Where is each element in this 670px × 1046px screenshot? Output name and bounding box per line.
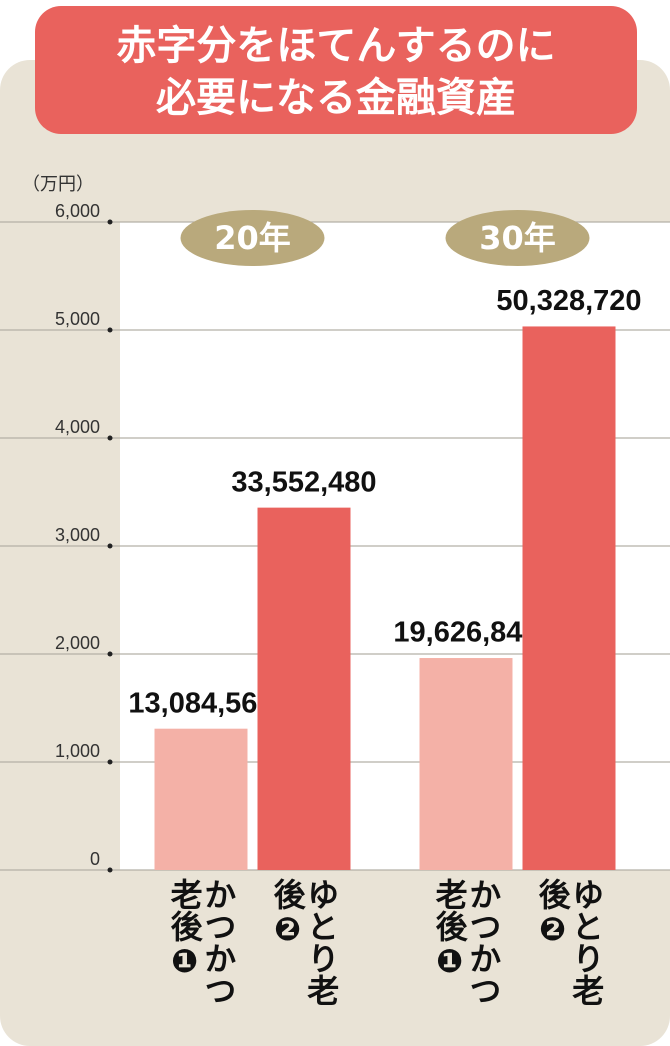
y-tick-label: 4,000	[55, 417, 100, 437]
value-label: 13,084,560	[128, 687, 273, 719]
bar	[154, 728, 248, 870]
value-label: 19,626,840	[393, 617, 538, 649]
bar	[419, 658, 513, 870]
value-label: 33,552,480	[231, 466, 376, 498]
tick-mark	[107, 219, 113, 225]
group-label: 20年	[214, 219, 291, 257]
tick-mark	[107, 543, 113, 549]
y-tick-label: 0	[90, 849, 100, 869]
tick-mark	[107, 435, 113, 441]
value-label: 50,328,720	[496, 285, 641, 317]
bar	[257, 507, 351, 870]
chart-title: 赤字分をほてんするのに	[116, 23, 555, 69]
x-tick-label: ゆとり老後❷	[268, 878, 341, 1006]
x-tick-label: かつかつ老後❶	[165, 878, 238, 1006]
group-badge	[445, 210, 590, 266]
chart-title: 必要になる金融資産	[156, 75, 516, 121]
tick-mark	[107, 327, 113, 333]
group-badge	[180, 210, 325, 266]
y-axis-label: （万円）	[22, 174, 94, 195]
x-tick-label: ゆとり老後❷	[533, 878, 606, 1006]
y-tick-label: 5,000	[55, 309, 100, 329]
x-tick-label: かつかつ老後❶	[430, 878, 503, 1006]
tick-mark	[107, 867, 113, 873]
group-label: 30年	[479, 219, 556, 257]
tick-mark	[107, 651, 113, 657]
y-tick-label: 3,000	[55, 525, 100, 545]
y-tick-label: 2,000	[55, 633, 100, 653]
title-box	[35, 6, 637, 134]
tick-mark	[107, 759, 113, 765]
bar	[522, 326, 616, 870]
y-tick-label: 1,000	[55, 741, 100, 761]
y-tick-label: 6,000	[55, 201, 100, 221]
